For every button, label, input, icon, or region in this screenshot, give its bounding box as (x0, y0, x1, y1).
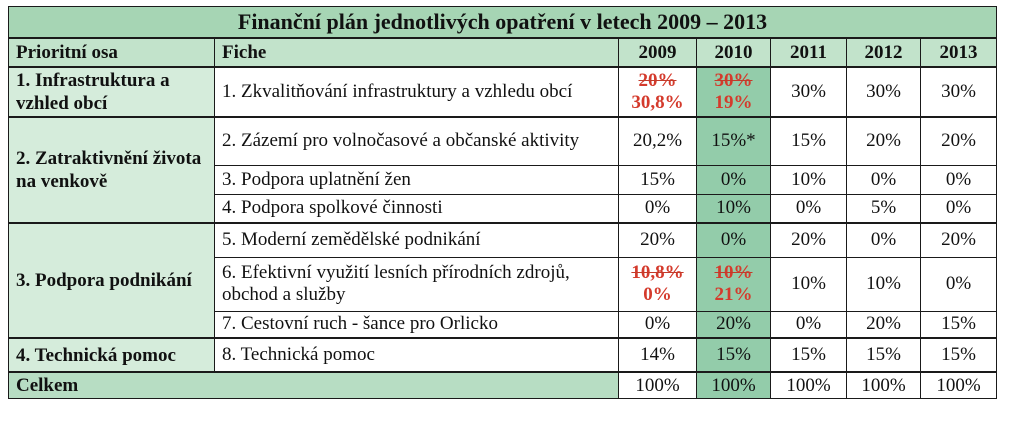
total-label: Celkem (8, 371, 619, 399)
value-cell: 0% (618, 193, 697, 224)
header-year-2012: 2012 (846, 37, 921, 68)
value-cell: 15% (770, 337, 847, 373)
value-cell: 0% (920, 256, 997, 312)
table-row: 4. Podpora spolkové činnosti 0% 10% 0% 5… (9, 193, 997, 224)
value-cell: 0% (696, 164, 771, 195)
value-cell: 20,2% (618, 116, 697, 166)
revised-value: 0% (643, 284, 672, 305)
value-cell: 0% (770, 193, 847, 224)
value-cell: 0% (846, 164, 921, 195)
table-row: 3. Podpora podnikání 5. Moderní zeměděls… (8, 222, 997, 339)
total-value: 100% (846, 371, 921, 399)
total-value: 100% (618, 371, 697, 399)
value-cell: 15% (846, 337, 921, 373)
value-cell: 10% (696, 193, 771, 224)
value-cell: 30% (846, 66, 921, 118)
header-fiche: Fiche (214, 37, 619, 68)
axis-label: 3. Podpora podnikání (8, 222, 215, 339)
table-row: 4. Technická pomoc 8. Technická pomoc 14… (8, 337, 997, 373)
value-cell: 20% (618, 222, 697, 258)
revised-value: 30,8% (631, 92, 684, 113)
header-year-2011: 2011 (770, 37, 847, 68)
value-cell: 10% (770, 256, 847, 312)
financial-plan-table-container: Finanční plán jednotlivých opatření v le… (8, 6, 997, 399)
value-cell: 20% (920, 116, 997, 166)
fiche-label: 2. Zázemí pro volnočasové a občanské akt… (214, 116, 619, 166)
header-row: Prioritní osa Fiche 2009 2010 2011 2012 … (8, 37, 997, 68)
header-year-2009: 2009 (618, 37, 697, 68)
value-cell: 30% 19% (696, 66, 771, 118)
value-cell: 15% (618, 164, 697, 195)
fiche-label: 8. Technická pomoc (214, 337, 619, 373)
value-cell: 0% (696, 222, 771, 258)
financial-plan-table: Finanční plán jednotlivých opatření v le… (8, 6, 997, 399)
table-row: 3. Podpora uplatnění žen 15% 0% 10% 0% 0… (9, 164, 997, 195)
fiche-label: 5. Moderní zemědělské podnikání (214, 222, 619, 258)
header-axis: Prioritní osa (8, 37, 215, 68)
value-cell: 20% (846, 310, 921, 339)
axis-label: 2. Zatraktivnění života na venkově (8, 116, 215, 224)
value-cell: 15% (770, 116, 847, 166)
value-cell: 15% (696, 337, 771, 373)
value-cell: 20% 30,8% (618, 66, 697, 118)
struck-value: 10,8% (631, 262, 684, 283)
struck-value: 20% (638, 70, 677, 91)
value-cell: 15% (920, 337, 997, 373)
value-cell: 10% (846, 256, 921, 312)
fiche-label: 4. Podpora spolkové činnosti (214, 193, 619, 224)
value-cell: 10% 21% (696, 256, 771, 312)
fiche-label: 6. Efektivní využití lesních přírodních … (214, 256, 619, 312)
table-row: 2. Zatraktivnění života na venkově 2. Zá… (8, 116, 997, 224)
value-cell: 20% (846, 116, 921, 166)
revised-value: 21% (714, 284, 753, 305)
struck-value: 10% (714, 262, 753, 283)
value-cell: 0% (770, 310, 847, 339)
value-cell: 0% (920, 164, 997, 195)
value-cell: 10% (770, 164, 847, 195)
value-cell: 15%* (696, 116, 771, 166)
axis-label: 4. Technická pomoc (8, 337, 215, 373)
total-value: 100% (770, 371, 847, 399)
revised-value: 19% (714, 92, 753, 113)
total-value: 100% (920, 371, 997, 399)
table-row: 6. Efektivní využití lesních přírodních … (9, 256, 997, 312)
value-cell: 5% (846, 193, 921, 224)
value-cell: 30% (920, 66, 997, 118)
header-year-2010: 2010 (696, 37, 771, 68)
table-title: Finanční plán jednotlivých opatření v le… (8, 6, 997, 39)
header-year-2013: 2013 (920, 37, 997, 68)
fiche-label: 3. Podpora uplatnění žen (214, 164, 619, 195)
value-cell: 15% (920, 310, 997, 339)
value-cell: 20% (696, 310, 771, 339)
value-cell: 10,8% 0% (618, 256, 697, 312)
value-cell: 30% (770, 66, 847, 118)
table-row: 1. Infrastruktura a vzhled obcí 1. Zkval… (8, 66, 997, 118)
value-cell: 0% (846, 222, 921, 258)
fiche-label: 1. Zkvalitňování infrastruktury a vzhled… (214, 66, 619, 118)
value-cell: 0% (618, 310, 697, 339)
total-value: 100% (696, 371, 771, 399)
struck-value: 30% (714, 70, 753, 91)
total-row: Celkem 100% 100% 100% 100% 100% (8, 371, 997, 399)
fiche-label: 7. Cestovní ruch - šance pro Orlicko (214, 310, 619, 339)
value-cell: 20% (920, 222, 997, 258)
value-cell: 14% (618, 337, 697, 373)
value-cell: 20% (770, 222, 847, 258)
value-cell: 0% (920, 193, 997, 224)
axis-label: 1. Infrastruktura a vzhled obcí (8, 66, 215, 118)
